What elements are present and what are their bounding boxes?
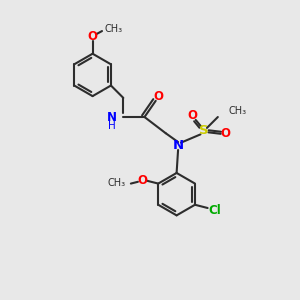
Text: CH₃: CH₃ [108, 178, 126, 188]
Text: CH₃: CH₃ [228, 106, 247, 116]
Text: N: N [107, 110, 117, 124]
Text: O: O [220, 127, 230, 140]
Text: O: O [154, 90, 164, 103]
Text: H: H [108, 122, 116, 131]
Text: CH₃: CH₃ [105, 24, 123, 34]
Text: O: O [188, 109, 198, 122]
Text: S: S [199, 124, 209, 137]
Text: Cl: Cl [208, 204, 221, 217]
Text: N: N [172, 139, 184, 152]
Text: O: O [137, 174, 147, 187]
Text: O: O [88, 30, 98, 43]
